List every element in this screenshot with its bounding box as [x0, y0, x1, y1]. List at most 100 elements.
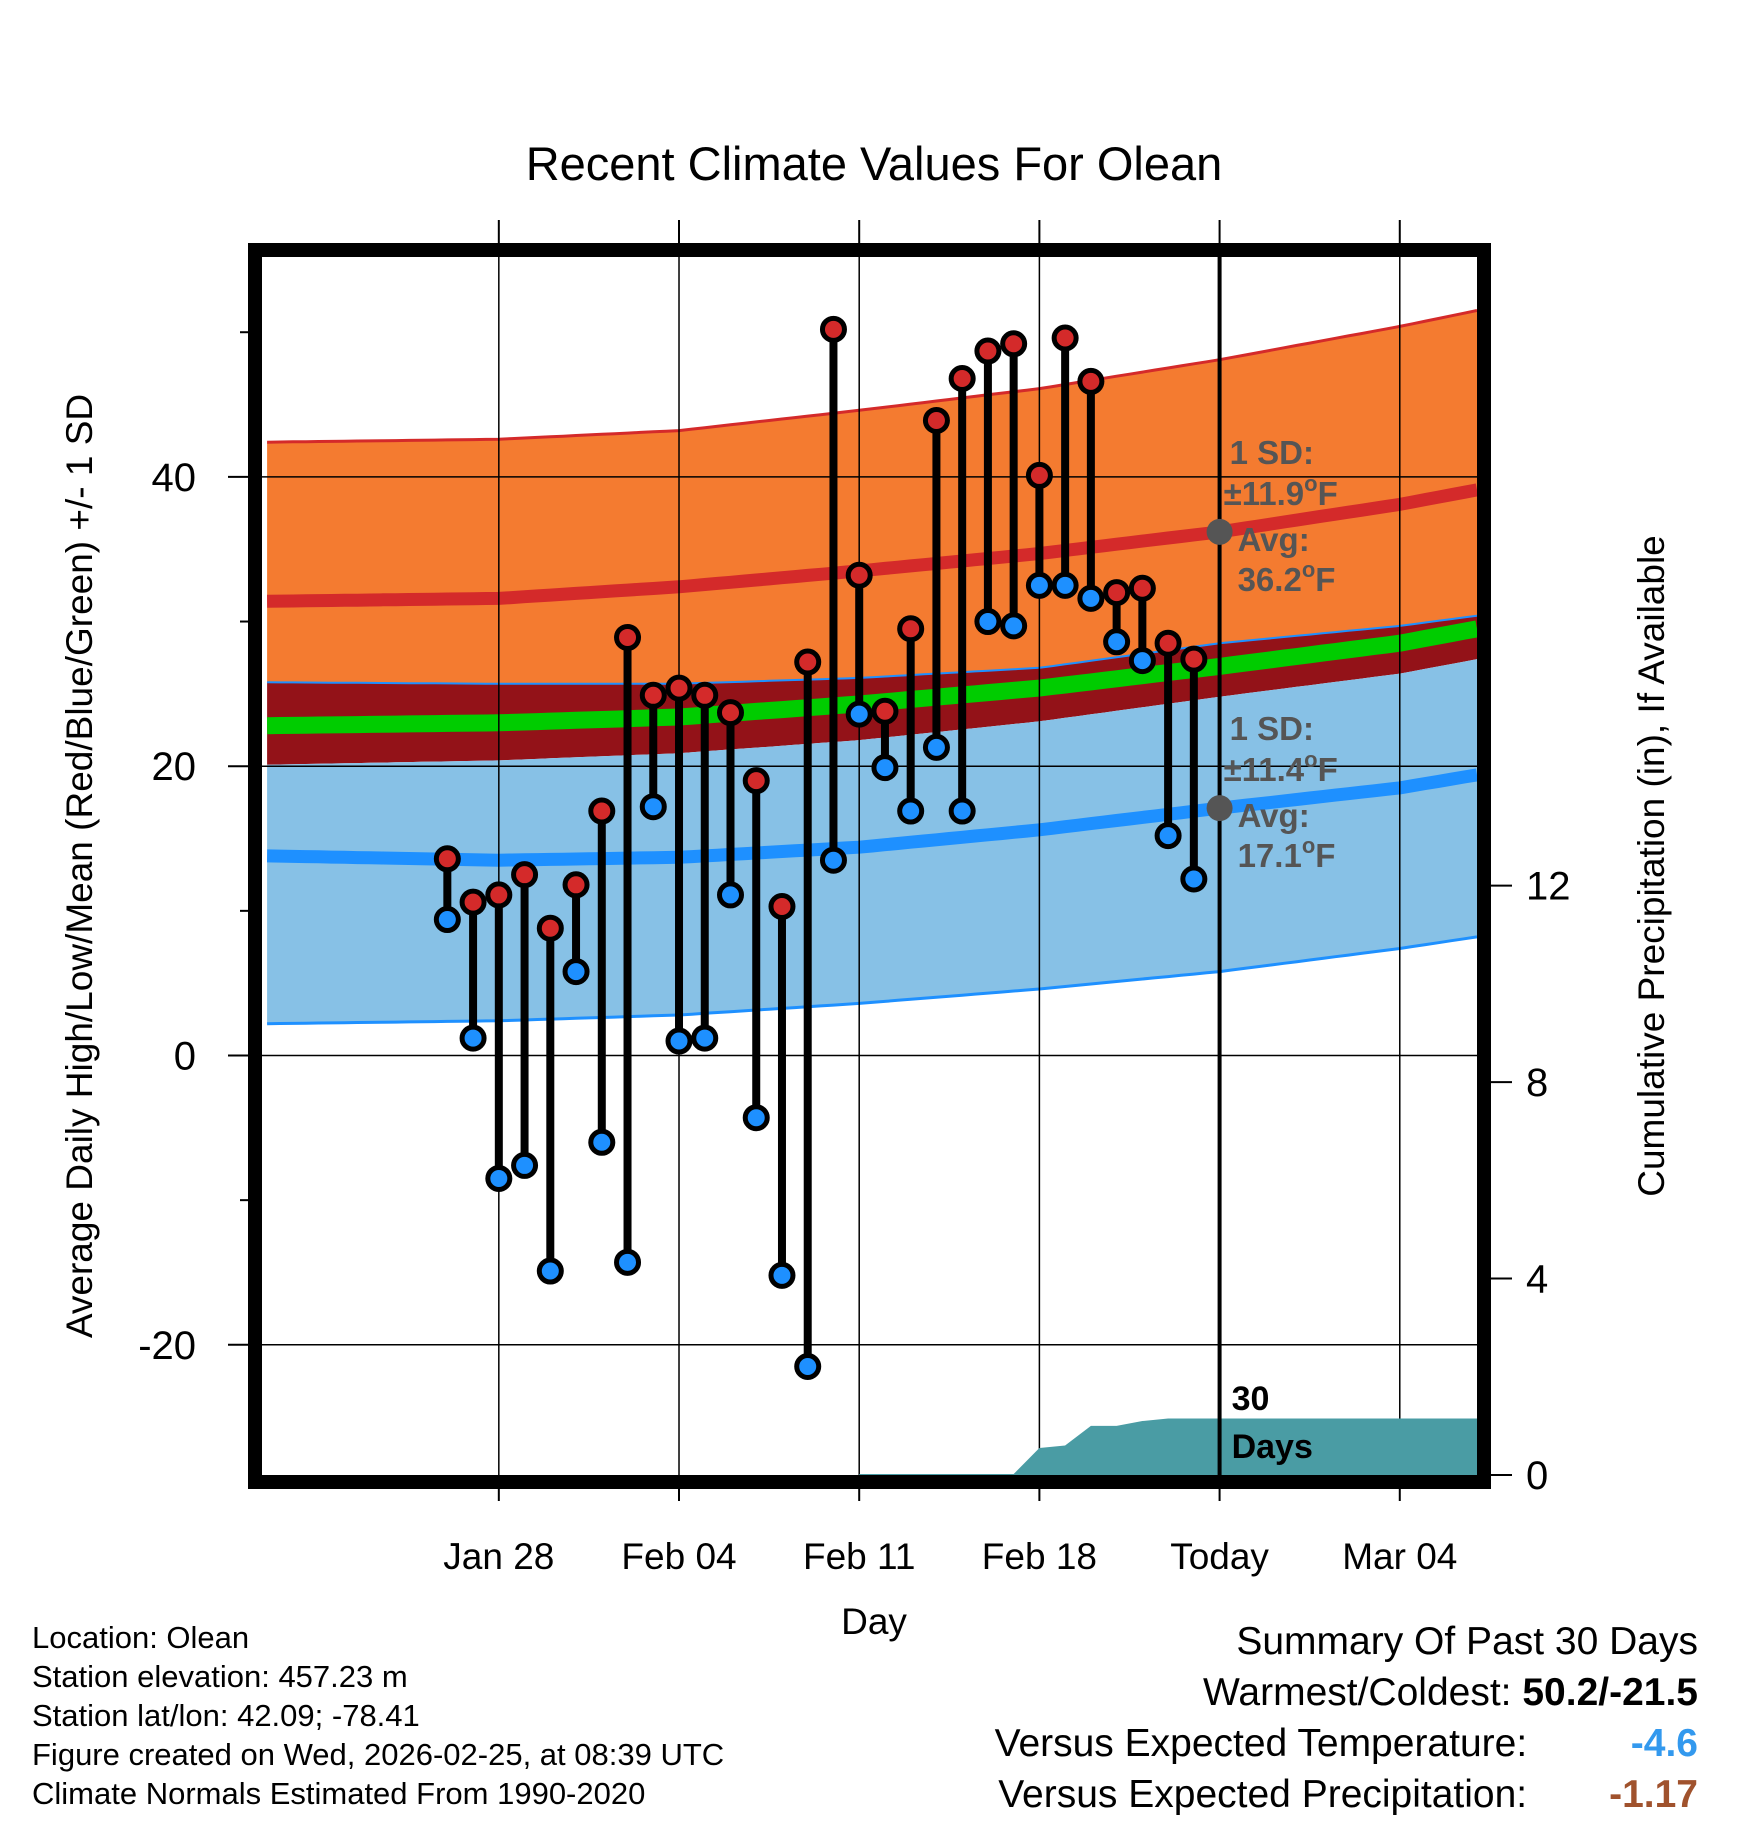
y2-tick-label: 0: [1526, 1454, 1548, 1498]
days-label: Days: [1232, 1428, 1313, 1466]
summary-precip: Versus Expected Precipitation: -1.17: [995, 1769, 1698, 1820]
low-temp-point: [433, 906, 461, 934]
high-temp-point: [665, 674, 693, 702]
location-text: Location: Olean: [32, 1620, 250, 1655]
x-tick-label: Today: [1170, 1536, 1269, 1577]
low-temp-point: [639, 793, 667, 821]
low-temp-point: [536, 1257, 564, 1285]
low-temp-point: [1051, 571, 1079, 599]
high-sd-label: 1 SD:: [1230, 434, 1314, 471]
x-tick-label: Feb 18: [982, 1536, 1097, 1577]
low-temp-point: [1025, 571, 1053, 599]
high-temp-point: [1154, 629, 1182, 657]
days-count: 30: [1232, 1380, 1270, 1418]
chart-title: Recent Climate Values For Olean: [526, 137, 1223, 190]
low-avg-value: 17.1oF: [1238, 833, 1336, 874]
high-temp-point: [1128, 574, 1156, 602]
created-text: Figure created on Wed, 2026-02-25, at 08…: [32, 1737, 725, 1772]
y2-axis-label: Cumulative Precipitation (in), If Availa…: [1631, 535, 1672, 1197]
low-temp-point: [716, 881, 744, 909]
high-temp-point: [1025, 461, 1053, 489]
y-tick-label: 40: [152, 456, 197, 500]
low-lower-line: [267, 935, 1477, 1026]
high-temp-point: [639, 681, 667, 709]
summary-temp: Versus Expected Temperature: -4.6: [995, 1718, 1698, 1769]
low-temp-point: [1000, 612, 1028, 640]
elevation-text: Station elevation: 457.23 m: [32, 1659, 408, 1694]
high-avg-line: [266, 483, 1477, 608]
low-temp-point: [691, 1024, 719, 1052]
low-temp-point: [1154, 822, 1182, 850]
low-temp-point: [1128, 647, 1156, 675]
x-tick-label: Feb 04: [621, 1536, 736, 1577]
high-temp-point: [485, 881, 513, 909]
high-temp-point: [819, 315, 847, 343]
low-temp-point: [871, 754, 899, 782]
high-avg-value: 36.2oF: [1238, 557, 1336, 598]
low-temp-point: [1180, 865, 1208, 893]
high-temp-point: [588, 797, 616, 825]
summary-title: Summary Of Past 30 Days: [1236, 1620, 1698, 1663]
low-temp-point: [768, 1261, 796, 1289]
high-temp-point: [511, 861, 539, 889]
low-sd-value: ±11.4oF: [1224, 747, 1338, 788]
low-sd-label: 1 SD:: [1230, 710, 1314, 747]
high-temp-point: [768, 893, 796, 921]
low-temp-point: [459, 1024, 487, 1052]
high-temp-point: [871, 697, 899, 725]
low-temp-point: [897, 797, 925, 825]
warm-cold-label: Warmest/Coldest:: [1203, 1671, 1512, 1714]
y-tick-label: -20: [138, 1324, 196, 1368]
latlon-text: Station lat/lon: 42.09; -78.41: [32, 1698, 420, 1733]
high-temp-point: [742, 767, 770, 795]
x-tick-label: Mar 04: [1342, 1536, 1457, 1577]
low-temp-point: [588, 1128, 616, 1156]
low-temp-point: [794, 1353, 822, 1381]
normals-text: Climate Normals Estimated From 1990-2020: [32, 1776, 646, 1811]
temp-value: -4.6: [1630, 1722, 1698, 1765]
y-axis-label: Average Daily High/Low/Mean (Red/Blue/Gr…: [59, 394, 100, 1338]
high-temp-point: [691, 681, 719, 709]
high-temp-point: [974, 337, 1002, 365]
low-temp-point: [845, 700, 873, 728]
high-temp-point: [794, 648, 822, 676]
low-temp-point: [1103, 628, 1131, 656]
high-avg-label: Avg:: [1238, 521, 1310, 558]
high-avg-marker: [1206, 518, 1233, 545]
high-temp-point: [1000, 330, 1028, 358]
high-temp-point: [562, 871, 590, 899]
plot-frame: [248, 243, 1491, 1489]
precip-value: -1.17: [1609, 1773, 1698, 1816]
low-temp-point: [562, 958, 590, 986]
high-temp-point: [948, 365, 976, 393]
y2-tick-label: 4: [1526, 1258, 1548, 1302]
low-temp-point: [665, 1027, 693, 1055]
temp-label: Versus Expected Temperature:: [994, 1722, 1528, 1765]
high-temp-point: [433, 845, 461, 873]
high-temp-point: [1180, 645, 1208, 673]
station-info: Location: Olean Station elevation: 457.2…: [32, 1618, 724, 1813]
precip-area: [859, 1418, 1477, 1475]
mean-avg-line: [266, 620, 1477, 735]
precip-label: Versus Expected Precipitation:: [998, 1773, 1528, 1816]
y-tick-label: 20: [152, 745, 197, 789]
low-temp-point: [922, 733, 950, 761]
y2-tick-label: 8: [1526, 1061, 1548, 1105]
high-lower-line: [267, 614, 1477, 685]
low-temp-point: [742, 1104, 770, 1132]
high-temp-point: [536, 914, 564, 942]
low-temp-point: [819, 846, 847, 874]
summary-panel: Summary Of Past 30 Days Warmest/Coldest:…: [995, 1616, 1698, 1820]
low-temp-point: [1077, 584, 1105, 612]
x-tick-label: Jan 28: [443, 1536, 554, 1577]
y2-tick-label: 12: [1526, 865, 1571, 909]
high-temp-point: [897, 615, 925, 643]
warm-cold-value: 50.2/-21.5: [1522, 1671, 1698, 1714]
high-temp-point: [614, 623, 642, 651]
low-temp-point: [948, 797, 976, 825]
summary-warm-cold: Warmest/Coldest: 50.2/-21.5: [995, 1667, 1698, 1718]
high-temp-point: [845, 561, 873, 589]
high-temp-point: [1103, 579, 1131, 607]
low-avg-marker: [1206, 795, 1233, 822]
low-temp-point: [485, 1164, 513, 1192]
